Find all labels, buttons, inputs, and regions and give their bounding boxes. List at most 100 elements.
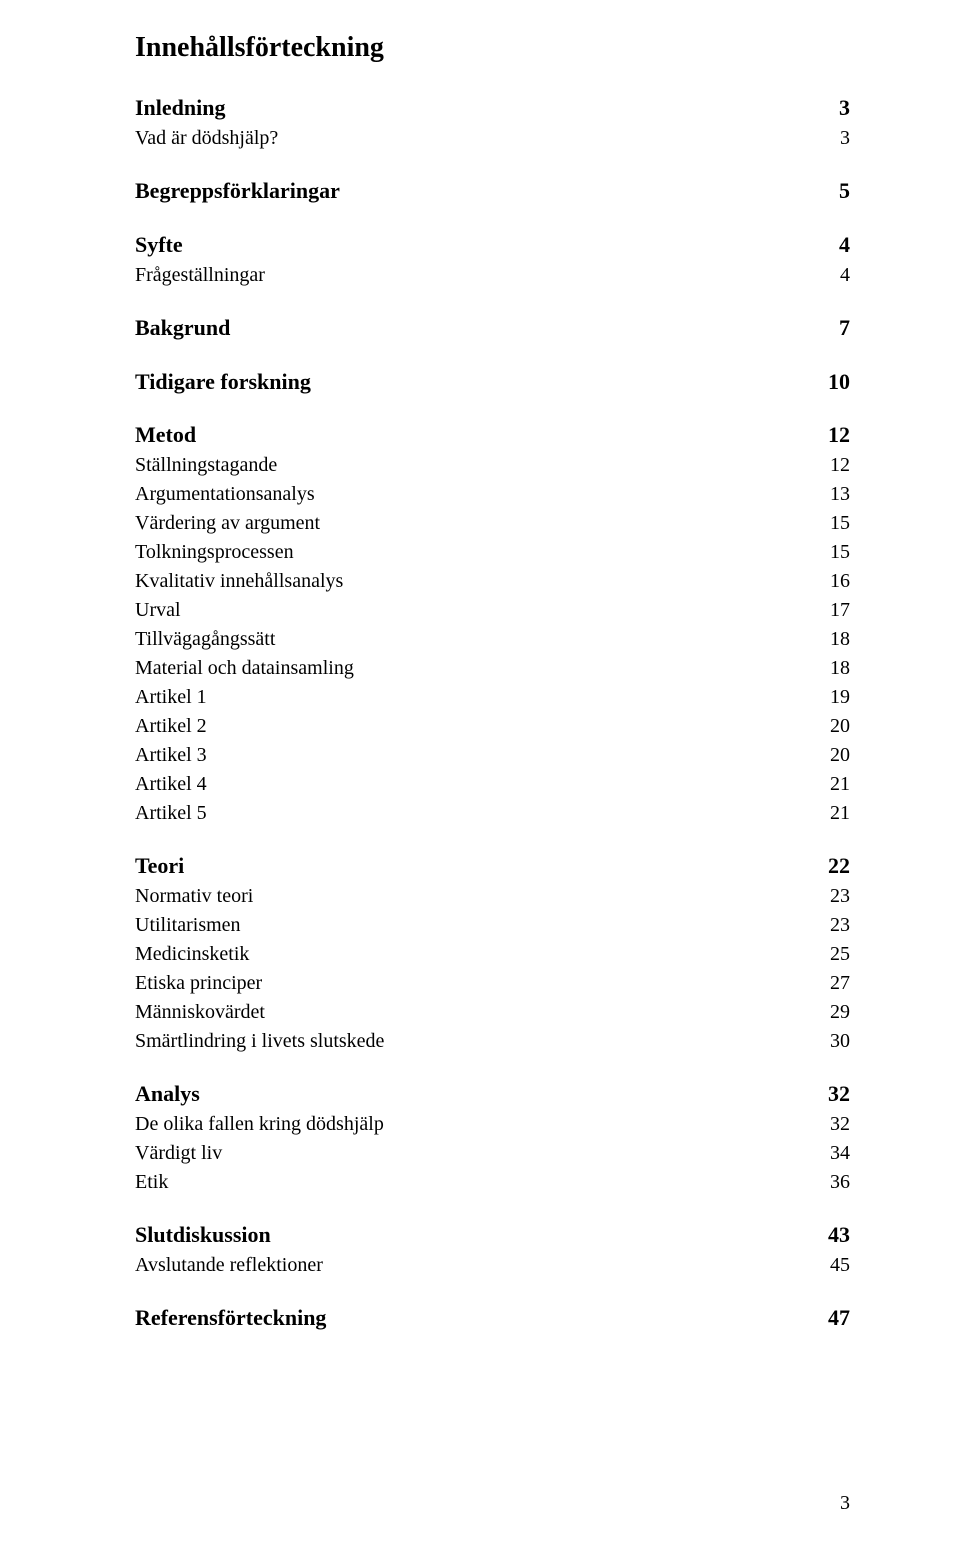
toc-group: Slutdiskussion43Avslutande reflektioner 4… xyxy=(135,1219,850,1280)
toc-entry-page: 12 xyxy=(828,419,850,451)
toc-entry: Artikel 3 20 xyxy=(135,741,850,770)
toc-entry-label: Material och datainsamling xyxy=(135,654,354,683)
toc-entry: Smärtlindring i livets slutskede 30 xyxy=(135,1027,850,1056)
toc-entry: Kvalitativ innehållsanalys 16 xyxy=(135,567,850,596)
toc-entry-page: 20 xyxy=(830,741,850,770)
toc-entry-page: 18 xyxy=(830,654,850,683)
toc-entry-page: 13 xyxy=(830,480,850,509)
toc-group: Referensförteckning47 xyxy=(135,1302,850,1334)
toc-title: Innehållsförteckning xyxy=(135,32,850,64)
toc-group: Inledning 3 Vad är dödshjälp? 3 xyxy=(135,92,850,153)
toc-entry-page: 36 xyxy=(830,1168,850,1197)
toc-entry-label: Medicinsketik xyxy=(135,940,249,969)
toc-entry-page: 47 xyxy=(828,1302,850,1334)
toc-group: Begreppsförklaringar 5 xyxy=(135,175,850,207)
toc-entry: Etik 36 xyxy=(135,1168,850,1197)
toc-entry-page: 23 xyxy=(830,882,850,911)
toc-entry-label: Bakgrund xyxy=(135,312,230,344)
toc-entry-label: Etik xyxy=(135,1168,168,1197)
toc-entry-label: Metod xyxy=(135,419,196,451)
toc-entry-label: Utilitarismen xyxy=(135,911,241,940)
toc-entry-label: Vad är dödshjälp? xyxy=(135,124,278,153)
toc-entry: Frågeställningar4 xyxy=(135,261,850,290)
toc-group: Teori22Normativ teori23Utilitarismen23Me… xyxy=(135,850,850,1056)
toc-entry-page: 29 xyxy=(830,998,850,1027)
toc-entry-label: Urval xyxy=(135,596,181,625)
toc-entry-label: Argumentationsanalys xyxy=(135,480,315,509)
page: Innehållsförteckning Inledning 3 Vad är dö… xyxy=(0,0,960,1543)
toc-entry: Etiska principer 27 xyxy=(135,969,850,998)
toc-entry-page: 25 xyxy=(830,940,850,969)
toc-entry: Tidigare forskning10 xyxy=(135,366,850,398)
toc-entry-page: 18 xyxy=(830,625,850,654)
toc-entry-page: 4 xyxy=(839,229,850,261)
toc-entry-page: 7 xyxy=(839,312,850,344)
toc-entry-label: Människovärdet xyxy=(135,998,265,1027)
toc-entry: Referensförteckning47 xyxy=(135,1302,850,1334)
toc-entry: Medicinsketik 25 xyxy=(135,940,850,969)
toc-entry-page: 16 xyxy=(830,567,850,596)
toc-group: Syfte 4Frågeställningar4 xyxy=(135,229,850,290)
toc-entry: Material och datainsamling 18 xyxy=(135,654,850,683)
toc-entry-label: Begreppsförklaringar xyxy=(135,175,340,207)
toc-entry: Artikel 5 21 xyxy=(135,799,850,828)
toc-entry-page: 17 xyxy=(830,596,850,625)
toc-entry-label: De olika fallen kring dödshjälp xyxy=(135,1110,384,1139)
toc-entry-page: 15 xyxy=(830,538,850,567)
toc-entry-label: Inledning xyxy=(135,92,226,124)
toc-entry-label: Värdering av argument xyxy=(135,509,320,538)
toc-entry-label: Ställningstagande xyxy=(135,451,277,480)
toc-entry-label: Artikel 4 xyxy=(135,770,207,799)
toc-entry: Teori22 xyxy=(135,850,850,882)
toc-entry-page: 19 xyxy=(830,683,850,712)
toc-entry-page: 12 xyxy=(830,451,850,480)
toc-entry-label: Teori xyxy=(135,850,184,882)
toc-entry-label: Syfte xyxy=(135,229,183,261)
toc-entry-page: 4 xyxy=(840,261,850,290)
toc-entry-label: Kvalitativ innehållsanalys xyxy=(135,567,343,596)
toc-entry-label: Etiska principer xyxy=(135,969,262,998)
toc-entry-label: Normativ teori xyxy=(135,882,253,911)
toc-entry-label: Analys xyxy=(135,1078,200,1110)
toc-group: Bakgrund 7 xyxy=(135,312,850,344)
toc-entry: Människovärdet 29 xyxy=(135,998,850,1027)
toc-entry-page: 5 xyxy=(839,175,850,207)
toc-entry-page: 34 xyxy=(830,1139,850,1168)
toc-entry: Artikel 4 21 xyxy=(135,770,850,799)
toc-entry: Tolkningsprocessen15 xyxy=(135,538,850,567)
toc-entry: Ställningstagande 12 xyxy=(135,451,850,480)
toc-entry-label: Avslutande reflektioner xyxy=(135,1251,323,1280)
toc-entry-label: Smärtlindring i livets slutskede xyxy=(135,1027,384,1056)
toc-entry-label: Slutdiskussion xyxy=(135,1219,271,1251)
toc-entry: Artikel 2 20 xyxy=(135,712,850,741)
page-number: 3 xyxy=(840,1492,850,1515)
toc-entry: Argumentationsanalys 13 xyxy=(135,480,850,509)
toc-entry: Syfte 4 xyxy=(135,229,850,261)
toc-entry-page: 21 xyxy=(830,799,850,828)
toc-group: Metod12Ställningstagande12Argumentations… xyxy=(135,419,850,828)
toc-entry-page: 3 xyxy=(840,124,850,153)
toc-entry-page: 32 xyxy=(828,1078,850,1110)
toc-entry-page: 23 xyxy=(830,911,850,940)
toc-entry: Slutdiskussion43 xyxy=(135,1219,850,1251)
toc-entry-page: 27 xyxy=(830,969,850,998)
toc-entry-page: 30 xyxy=(830,1027,850,1056)
toc-entry: Inledning 3 xyxy=(135,92,850,124)
toc-group: Tidigare forskning10 xyxy=(135,366,850,398)
toc-entry: De olika fallen kring dödshjälp32 xyxy=(135,1110,850,1139)
toc-entry: Värdigt liv34 xyxy=(135,1139,850,1168)
toc-entry-page: 3 xyxy=(839,92,850,124)
toc-entry-label: Artikel 5 xyxy=(135,799,207,828)
toc-entry-label: Tillvägagångssätt xyxy=(135,625,275,654)
toc-entry: Utilitarismen 23 xyxy=(135,911,850,940)
toc-entry-page: 20 xyxy=(830,712,850,741)
toc-entry: Analys 32 xyxy=(135,1078,850,1110)
toc-entry: Artikel 119 xyxy=(135,683,850,712)
toc-entry: Begreppsförklaringar 5 xyxy=(135,175,850,207)
toc-entry-label: Artikel 3 xyxy=(135,741,207,770)
toc-entry-page: 21 xyxy=(830,770,850,799)
toc-entry: Bakgrund 7 xyxy=(135,312,850,344)
toc-entry-page: 45 xyxy=(830,1251,850,1280)
toc-entry-label: Artikel 2 xyxy=(135,712,207,741)
toc-entry: Urval 17 xyxy=(135,596,850,625)
